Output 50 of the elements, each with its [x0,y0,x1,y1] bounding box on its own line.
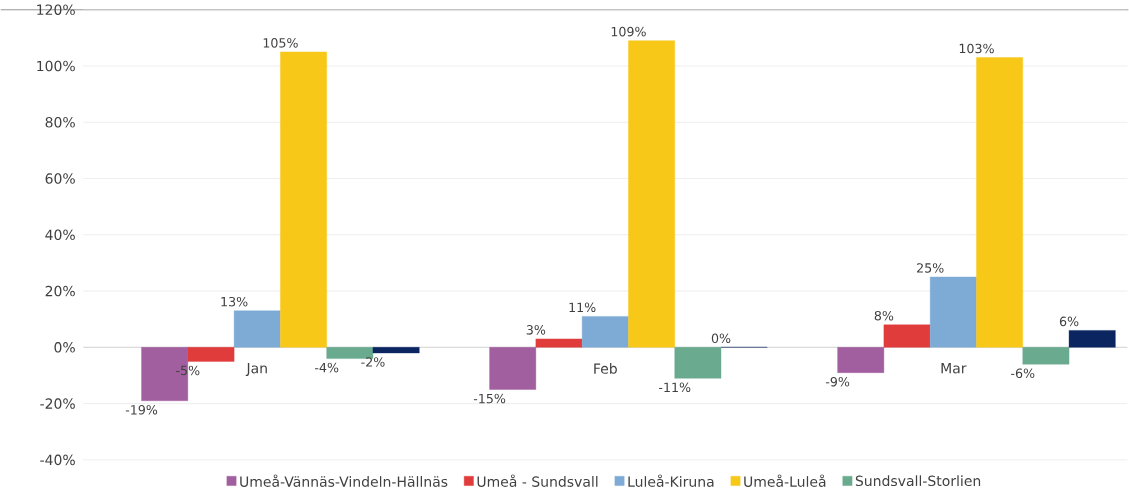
y-tick-label: 0% [54,342,75,353]
data-label: 25% [917,263,944,273]
data-label: 11% [569,302,596,313]
data-label: -6% [1011,368,1035,379]
data-label: 13% [221,297,248,307]
data-label: 0% [711,333,731,344]
data-label: 8% [874,311,894,321]
bar [976,57,1023,348]
bar [489,347,537,390]
bar [1068,330,1116,348]
legend-label: Luleå-Kiruna [628,474,714,488]
data-label: 6% [1059,316,1079,327]
data-label: 109% [611,26,646,37]
bar [280,51,327,348]
x-tick-label: Jan [245,363,267,377]
y-tick-label: 20% [45,285,75,297]
bar [372,347,420,354]
x-tick-label: Mar [941,363,967,374]
data-label: -11% [659,382,691,393]
data-label: -19% [125,405,158,415]
bar [883,324,931,348]
data-label: 105% [263,38,298,48]
bar [187,347,235,362]
legend-label: Umeå - Sundsvall [477,474,598,488]
bar [929,276,977,348]
y-tick-label: 120% [37,4,75,16]
y-tick-label: 80% [45,117,75,128]
bar [233,310,281,348]
bar [326,347,374,359]
y-tick-label: 60% [45,173,75,184]
data-label: -2% [361,357,385,367]
y-tick-label: 40% [45,229,75,241]
x-tick-label: Feb [594,363,617,374]
bar [535,338,583,348]
data-label: -9% [825,376,850,387]
legend-label: Umeå-Luleå [744,474,826,488]
bar [837,347,885,373]
data-label: -4% [315,362,339,373]
bar [628,40,675,348]
legend-label: Umeå-Vännäs-Vindeln-Hällnäs [240,474,448,488]
y-tick-label: 100% [37,60,75,72]
bar [581,316,629,348]
data-label: -15% [473,393,506,404]
data-label: 103% [959,43,994,54]
data-label: 3% [526,325,546,335]
y-tick-label: -20% [40,398,75,409]
bar [674,347,722,379]
y-tick-label: -40% [40,454,75,466]
legend-label: Sundsvall-Storlien [855,475,981,487]
bar [1022,347,1070,365]
